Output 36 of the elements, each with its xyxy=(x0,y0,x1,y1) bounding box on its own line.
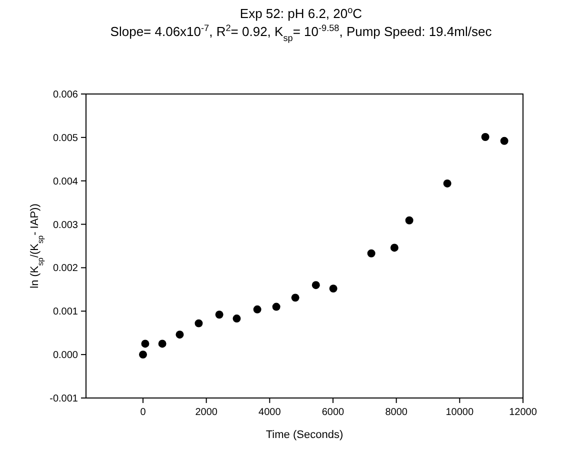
point xyxy=(141,340,150,348)
point xyxy=(481,133,490,141)
point xyxy=(312,281,320,290)
y-tick-label: 0.005 xyxy=(52,132,78,144)
x-axis-title: Time (Seconds) xyxy=(266,429,344,441)
x-tick-label: 10000 xyxy=(446,407,474,418)
x-tick-label: 2000 xyxy=(195,407,218,418)
point xyxy=(405,216,414,224)
x-tick-label: 12000 xyxy=(509,407,538,418)
point xyxy=(272,302,280,311)
y-tick-label: -0.001 xyxy=(50,394,78,404)
point xyxy=(329,284,338,293)
y-tick-label: 0.002 xyxy=(52,263,78,274)
y-tick-label: 0.001 xyxy=(52,306,78,318)
point xyxy=(158,340,166,348)
point xyxy=(443,179,452,188)
y-tick-label: 0.003 xyxy=(52,220,78,231)
x-tick-label: 0 xyxy=(140,407,146,418)
x-tick-label: 8000 xyxy=(385,407,408,418)
y-tick-label: 0.000 xyxy=(52,350,78,362)
point xyxy=(253,305,262,314)
text: Slope= 4.06x10$^{-7}$, R$^{2}$= 0.92, K$_{sp}$= 10$^{-9.58}$, Pump Speed: 19.4ml/sec xyxy=(110,23,492,43)
point xyxy=(139,350,147,359)
point xyxy=(500,136,508,145)
y-tick-label: 0.006 xyxy=(52,90,78,100)
point xyxy=(215,310,224,319)
point xyxy=(291,294,300,302)
point xyxy=(194,319,203,328)
point xyxy=(367,249,376,258)
y-tick-label: 0.004 xyxy=(52,176,78,188)
point xyxy=(232,314,241,323)
x-tick-label: 6000 xyxy=(322,407,345,418)
point xyxy=(176,330,184,339)
x-tick-label: 4000 xyxy=(258,407,282,418)
chart-title: Exp 52: pH 6.2, 20$^{o}$C xyxy=(240,5,362,21)
point xyxy=(390,244,398,252)
